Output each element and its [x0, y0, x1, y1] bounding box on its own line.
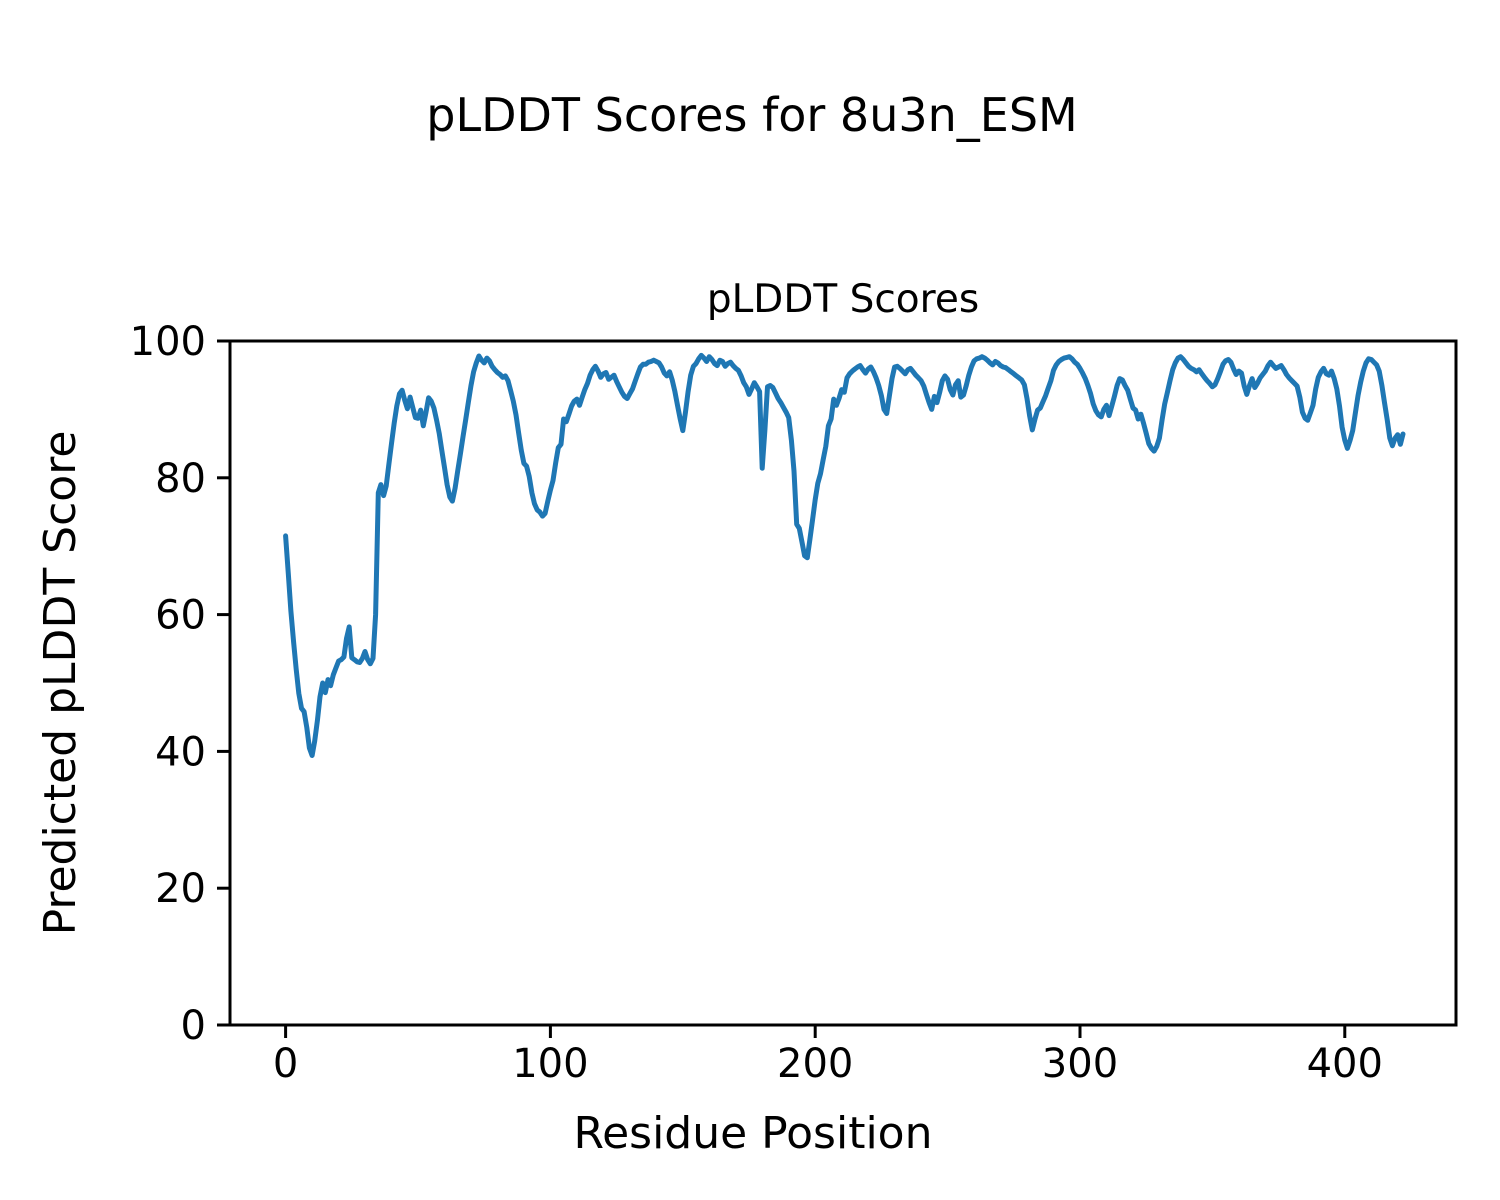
x-tick-label: 200 — [777, 1041, 853, 1087]
axes-spines — [228, 339, 1458, 1027]
y-tick-label: 20 — [155, 866, 206, 912]
x-tick-label: 0 — [273, 1041, 298, 1087]
plddt-line-series — [283, 352, 1406, 758]
y-axis-ticks: 0 20 40 60 80 100 — [130, 319, 230, 1049]
figure-title: pLDDT Scores for 8u3n_ESM — [426, 88, 1077, 142]
y-axis-label: Predicted pLDDT Score — [35, 431, 86, 936]
y-tick-label: 60 — [155, 593, 206, 639]
x-tick-label: 100 — [512, 1041, 588, 1087]
axes-title: pLDDT Scores — [707, 277, 979, 322]
x-tick-label: 300 — [1042, 1041, 1118, 1087]
y-tick-label: 0 — [181, 1003, 206, 1049]
x-axis-ticks: 0 100 200 300 400 — [273, 1025, 1383, 1087]
y-tick-label: 100 — [130, 319, 206, 365]
y-tick-label: 80 — [155, 456, 206, 502]
x-tick-label: 400 — [1307, 1041, 1383, 1087]
y-tick-label: 40 — [155, 729, 206, 775]
x-axis-label: Residue Position — [573, 1108, 932, 1159]
